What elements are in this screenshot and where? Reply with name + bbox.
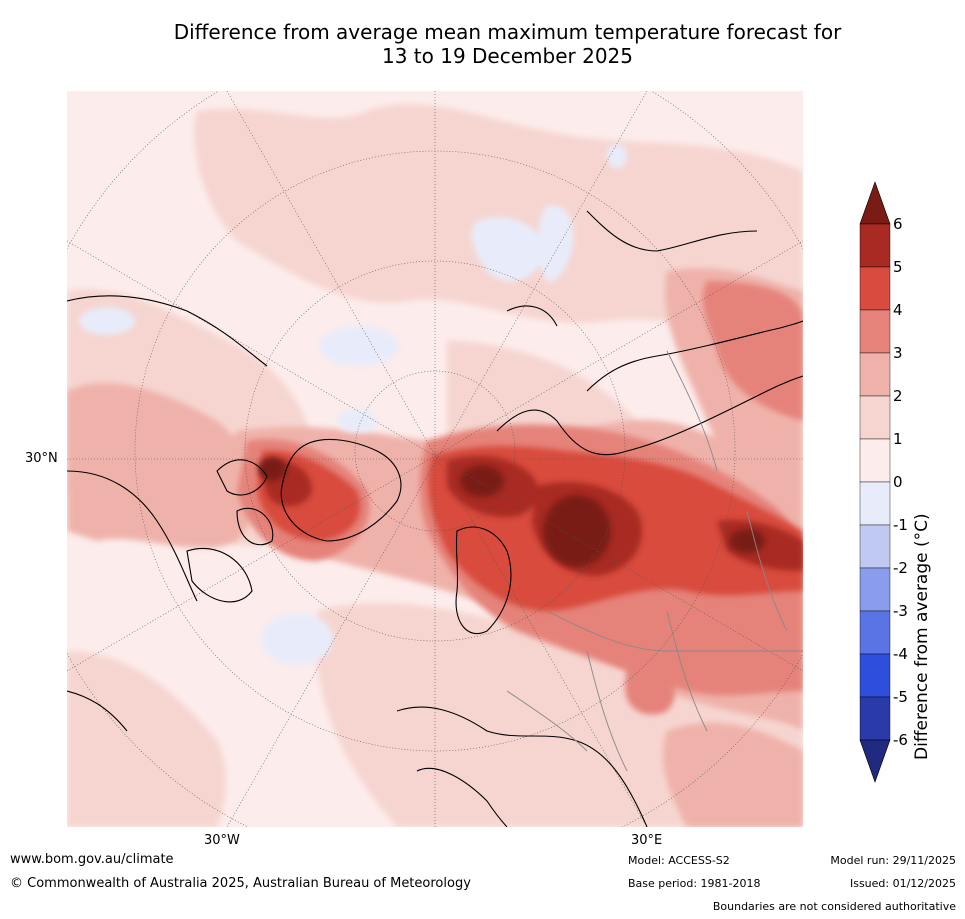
colorbar-ticks: 6 5 4 3 2 1 0 -1 -2 -3 -4 -5 -6 — [893, 215, 908, 749]
colorbar-tick-label: -6 — [893, 731, 908, 749]
colorbar-tick-label: 3 — [893, 344, 903, 362]
map-title: Difference from average mean maximum tem… — [60, 20, 955, 68]
lon-label-30w: 30°W — [204, 833, 240, 848]
colorbar-swatch — [859, 567, 891, 612]
colorbar: 6 5 4 3 2 1 0 -1 -2 -3 -4 -5 -6 — [859, 181, 908, 783]
forecast-map — [67, 91, 803, 827]
colorbar-extend-top — [859, 181, 891, 225]
anomaly-band-6-plus — [258, 457, 765, 567]
colorbar-swatch — [859, 438, 891, 483]
colorbar-swatch — [859, 309, 891, 354]
colorbar-tick-label: -5 — [893, 688, 908, 706]
colorbar-swatch — [859, 524, 891, 569]
colorbar-tick-label: 0 — [893, 473, 903, 491]
colorbar-tick-label: 2 — [893, 387, 903, 405]
anomaly-band-0-minus-1 — [79, 144, 627, 665]
graticule — [67, 91, 803, 827]
title-line-2: 13 to 19 December 2025 — [381, 44, 633, 68]
footer-copyright: © Commonwealth of Australia 2025, Austra… — [10, 876, 471, 891]
footer-url[interactable]: www.bom.gov.au/climate — [10, 852, 174, 867]
colorbar-tick-label: 5 — [893, 258, 903, 276]
colorbar-tick-label: -3 — [893, 602, 908, 620]
colorbar-extend-bottom — [859, 739, 891, 783]
colorbar-swatch — [859, 653, 891, 698]
country-borders — [506, 350, 803, 772]
colorbar-swatch — [859, 395, 891, 440]
footer-issued: Issued: 01/12/2025 — [849, 877, 956, 890]
colorbar-swatch — [859, 223, 891, 268]
colorbar-tick-label: 6 — [893, 215, 903, 233]
title-line-1: Difference from average mean maximum tem… — [173, 20, 842, 44]
colorbar-tick-label: -2 — [893, 559, 908, 577]
colorbar-title: Difference from average (°C) — [912, 513, 932, 760]
colorbar-tick-label: -4 — [893, 645, 908, 663]
colorbar-swatches — [859, 181, 891, 783]
footer-base-period: Base period: 1981-2018 — [628, 877, 761, 890]
lon-label-30e: 30°E — [631, 833, 663, 848]
colorbar-swatch — [859, 266, 891, 311]
coastlines — [67, 210, 803, 827]
lat-label-30n: 30°N — [25, 451, 58, 466]
footer-model: Model: ACCESS-S2 — [628, 854, 730, 867]
footer-model-run: Model run: 29/11/2025 — [830, 854, 956, 867]
colorbar-tick-label: -1 — [893, 516, 908, 534]
colorbar-swatch — [859, 696, 891, 741]
colorbar-tick-label: 1 — [893, 430, 903, 448]
colorbar-tick-label: 4 — [893, 301, 903, 319]
colorbar-swatch — [859, 352, 891, 397]
colorbar-swatch — [859, 610, 891, 655]
footer-disclaimer: Boundaries are not considered authoritat… — [712, 900, 956, 913]
colorbar-swatch — [859, 481, 891, 526]
